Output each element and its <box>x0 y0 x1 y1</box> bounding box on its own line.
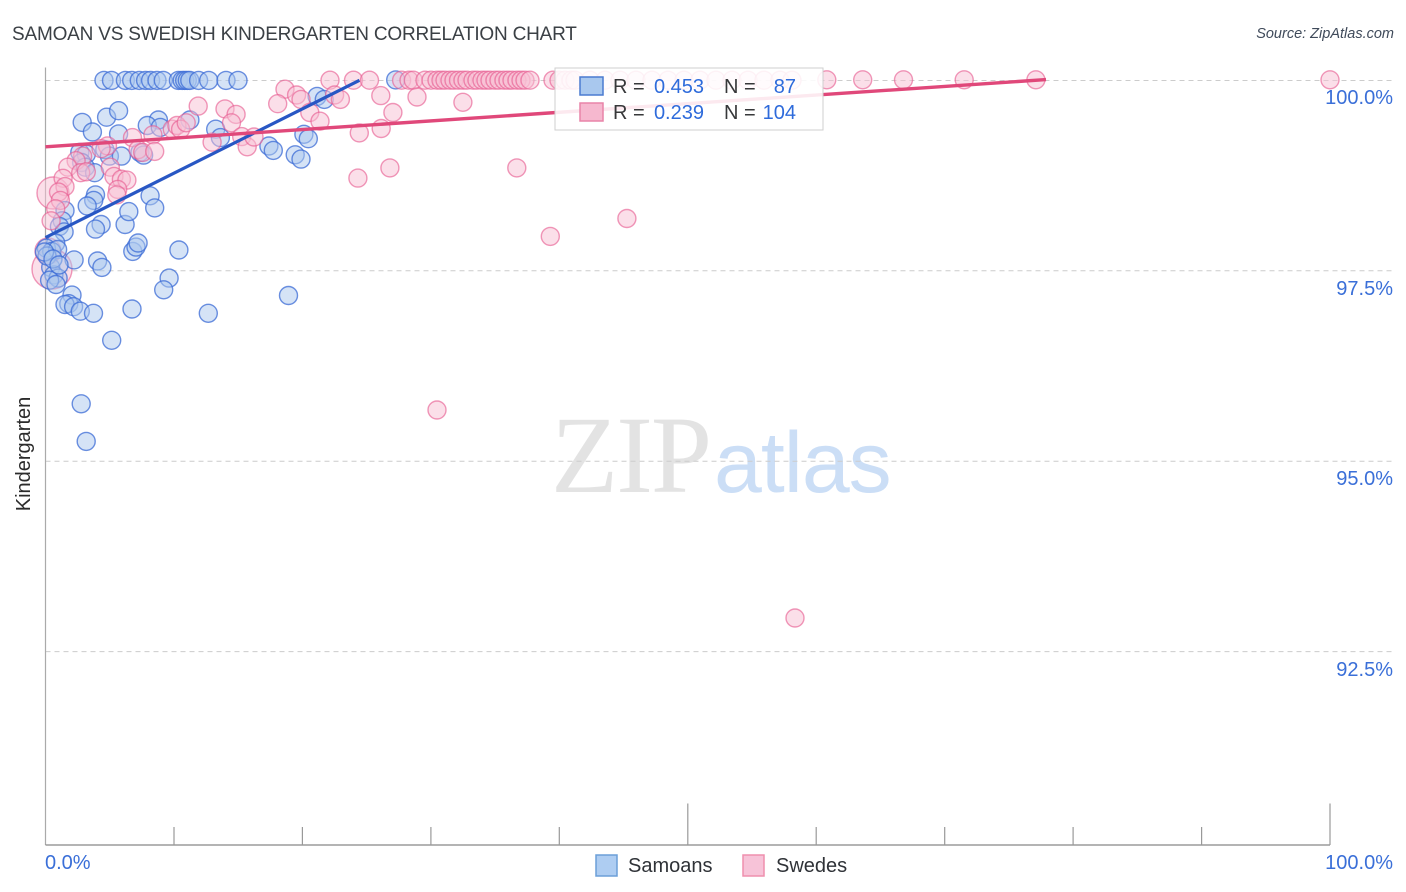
svg-text:SAMOAN VS SWEDISH KINDERGARTEN: SAMOAN VS SWEDISH KINDERGARTEN CORRELATI… <box>12 24 577 45</box>
svg-text:100.0%: 100.0% <box>1325 87 1393 109</box>
svg-text:0.453: 0.453 <box>654 76 704 98</box>
svg-text:87: 87 <box>774 76 796 98</box>
svg-text:104: 104 <box>763 102 796 124</box>
svg-text:95.0%: 95.0% <box>1336 468 1393 490</box>
svg-text:R =: R = <box>613 102 645 124</box>
svg-text:Swedes: Swedes <box>776 855 847 877</box>
svg-text:Samoans: Samoans <box>628 855 713 877</box>
svg-text:N =: N = <box>724 102 756 124</box>
svg-text:100.0%: 100.0% <box>1325 852 1393 874</box>
svg-text:Kindergarten: Kindergarten <box>13 397 35 512</box>
svg-text:ZIP: ZIP <box>551 394 710 516</box>
svg-text:R =: R = <box>613 76 645 98</box>
svg-text:92.5%: 92.5% <box>1336 659 1393 681</box>
svg-text:0.0%: 0.0% <box>45 852 91 874</box>
svg-text:0.239: 0.239 <box>654 102 704 124</box>
svg-text:97.5%: 97.5% <box>1336 278 1393 300</box>
svg-text:N =: N = <box>724 76 756 98</box>
svg-text:atlas: atlas <box>714 415 891 511</box>
svg-text:Source: ZipAtlas.com: Source: ZipAtlas.com <box>1256 26 1394 42</box>
